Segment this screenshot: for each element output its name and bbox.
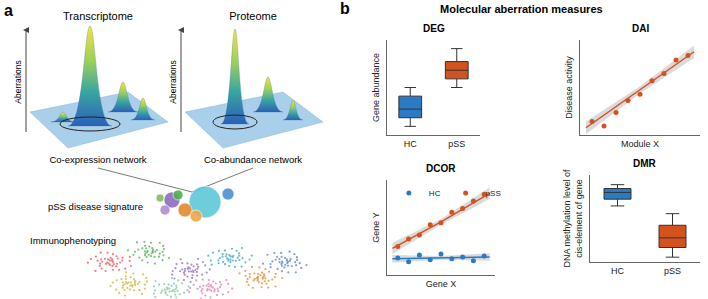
svg-text:Aberrations: Aberrations — [168, 60, 178, 103]
svg-text:DCOR: DCOR — [426, 163, 456, 174]
svg-text:DMR: DMR — [633, 158, 657, 169]
svg-text:Immunophenotyping: Immunophenotyping — [30, 235, 116, 246]
svg-text:Disease activity: Disease activity — [564, 56, 574, 119]
html-text:Molecular aberration measures: Molecular aberration measures — [440, 3, 603, 15]
svg-text:Proteome: Proteome — [229, 10, 277, 22]
svg-text:DEG: DEG — [423, 23, 445, 34]
svg-text:Module X: Module X — [621, 139, 659, 149]
svg-text:pSS: pSS — [486, 189, 501, 198]
svg-text:pSS disease signature: pSS disease signature — [48, 201, 143, 212]
svg-text:Co-expression network: Co-expression network — [49, 154, 146, 165]
svg-text:DNA methylation level ofcis-el: DNA methylation level ofcis-element of g… — [562, 169, 584, 268]
svg-text:DAI: DAI — [632, 23, 649, 34]
svg-text:Aberrations: Aberrations — [13, 60, 23, 103]
svg-text:HC: HC — [404, 139, 417, 149]
svg-text:pSS: pSS — [448, 139, 465, 149]
svg-text:HC: HC — [611, 266, 624, 276]
svg-text:pSS: pSS — [664, 266, 681, 276]
svg-text:Transcriptome: Transcriptome — [63, 10, 133, 22]
svg-text:HC: HC — [429, 189, 441, 198]
svg-text:Co-abundance network: Co-abundance network — [204, 154, 302, 165]
svg-text:Gene Y: Gene Y — [371, 212, 381, 242]
svg-text:Gene abundance: Gene abundance — [371, 53, 381, 122]
svg-text:Gene X: Gene X — [426, 279, 457, 289]
svg-text:a: a — [4, 2, 13, 19]
html-text:b: b — [340, 0, 350, 17]
